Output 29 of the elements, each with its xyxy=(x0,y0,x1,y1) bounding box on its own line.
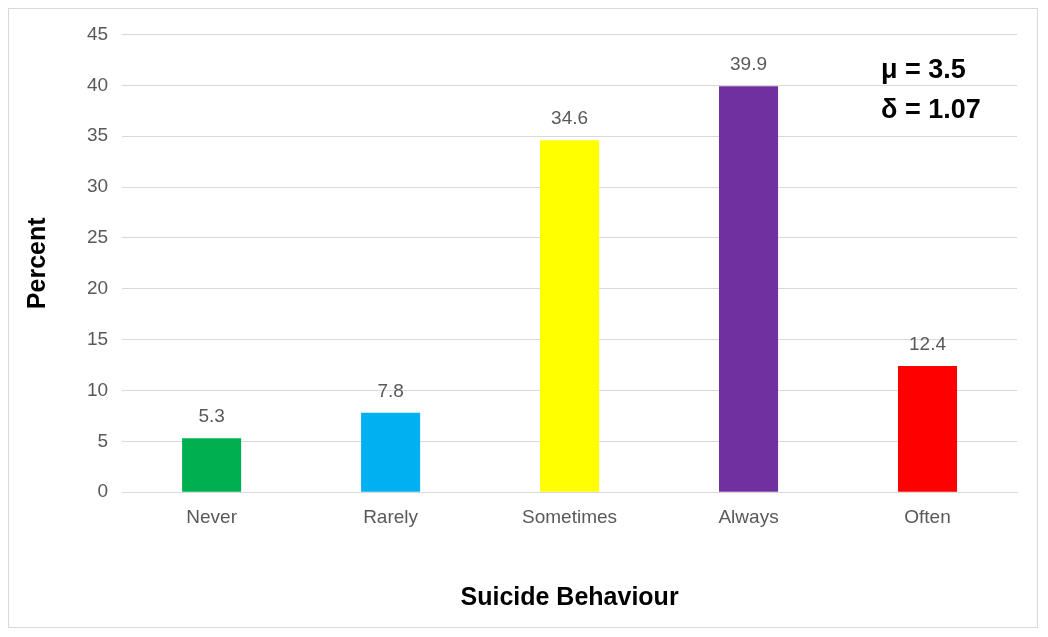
y-tick-label: 25 xyxy=(86,226,109,248)
data-label: 39.9 xyxy=(730,53,768,75)
y-tick-label: 20 xyxy=(86,276,109,298)
y-tick-label: 40 xyxy=(86,73,109,95)
y-axis-title: Percent xyxy=(21,216,50,310)
x-tick-label: Sometimes xyxy=(522,505,618,527)
bar xyxy=(540,140,600,492)
annotation: δ = 1.07 xyxy=(881,93,981,126)
y-tick-label: 5 xyxy=(97,429,109,451)
data-label: 34.6 xyxy=(551,106,589,128)
x-tick-label: Always xyxy=(718,505,779,527)
y-tick-label: 15 xyxy=(86,327,109,349)
y-tick-label: 0 xyxy=(97,480,109,502)
bar xyxy=(361,412,421,492)
bar xyxy=(182,438,242,492)
data-label: 7.8 xyxy=(377,379,404,401)
data-label: 5.3 xyxy=(198,405,225,427)
x-tick-label: Rarely xyxy=(363,505,419,527)
x-tick-label: Often xyxy=(904,505,951,527)
y-tick-label: 35 xyxy=(86,124,109,146)
y-tick-label: 10 xyxy=(86,378,109,400)
x-tick-label: Never xyxy=(186,505,238,527)
y-tick-label: 30 xyxy=(86,175,109,197)
data-label: 12.4 xyxy=(909,332,947,354)
bar xyxy=(897,366,958,492)
x-axis-title: Suicide Behaviour xyxy=(460,581,679,610)
y-tick-label: 45 xyxy=(86,22,109,44)
bar xyxy=(719,86,779,492)
annotation: μ = 3.5 xyxy=(881,53,967,86)
